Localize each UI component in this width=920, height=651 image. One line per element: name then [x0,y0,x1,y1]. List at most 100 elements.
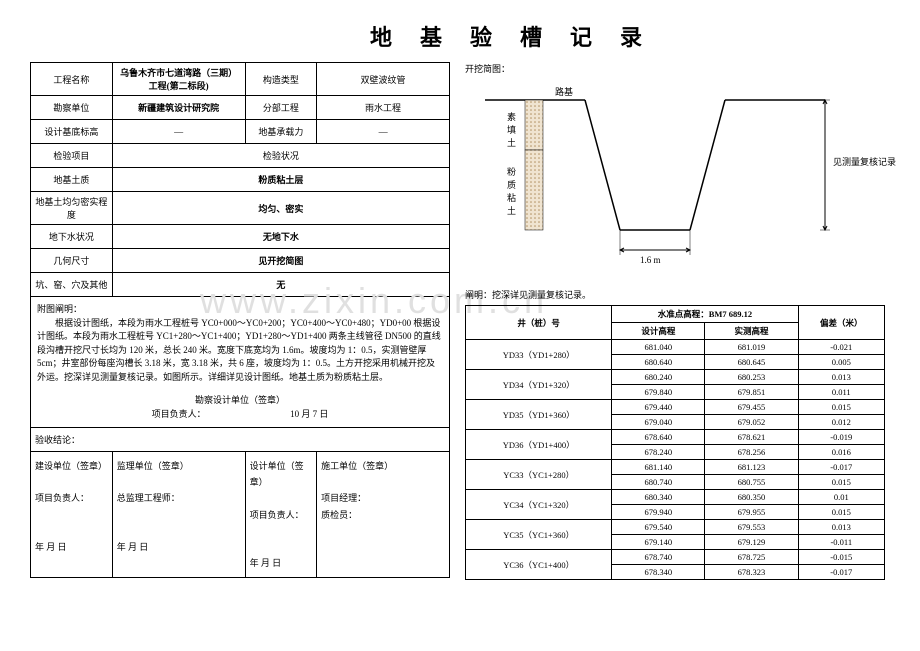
sign-r5: 质检员： [321,510,357,520]
label-water: 地下水状况 [31,225,113,249]
survey-table: 井（桩）号 水准点高程：BM7 689.12 偏差（米） 设计高程 实测高程 Y… [465,305,885,580]
cell-dev: -0.011 [798,535,884,550]
label-soil: 地基土质 [31,168,113,192]
val-survey-unit: 新疆建筑设计研究院 [112,96,245,120]
cell-design: 681.140 [612,460,705,475]
label-density: 地基土均匀密实程度 [31,192,113,225]
cell-dev: 0.013 [798,520,884,535]
val-design-base: — [112,120,245,144]
sign-date3: 年 月 日 [250,558,282,568]
cell-measured: 681.123 [705,460,798,475]
cell-design: 679.040 [612,415,705,430]
cell-design: 680.740 [612,475,705,490]
cell-design: 679.140 [612,535,705,550]
label-inspect-status: 检验状况 [112,144,449,168]
excavation-diagram: 路基 素填土 粉质粘土 1.6 m 见测量复核记录 [465,80,845,280]
cell-design: 678.740 [612,550,705,565]
cell-design: 680.240 [612,370,705,385]
table-row-id: YD33（YD1+280） [466,340,612,370]
survey-note: 阐明：挖深详见测量复核记录。 [465,288,885,301]
sign-c2: 监理单位（签章） [117,461,189,471]
sign-project-lead: 项目负责人： [152,409,206,419]
sign-c3: 设计单位（签章） [250,461,304,487]
cell-dev: 0.015 [798,400,884,415]
cell-design: 679.440 [612,400,705,415]
label-bearing: 地基承载力 [245,120,317,144]
sign-r2: 总监理工程师： [117,493,180,503]
left-panel: 工程名称 乌鲁木齐市七道湾路（三期）工程(第二标段) 构造类型 双壁波纹管 勘察… [30,62,450,580]
cell-measured: 678.323 [705,565,798,580]
label-soil1: 素填土 [507,110,519,149]
label-right-note: 见测量复核记录 [833,155,920,168]
cell-measured: 679.955 [705,505,798,520]
label-soil2: 粉质粘土 [507,165,519,217]
cell-design: 679.940 [612,505,705,520]
label-inspect-item: 检验项目 [31,144,113,168]
th-measured: 实测高程 [705,323,798,340]
cell-measured: 678.256 [705,445,798,460]
sign-date: 10 月 7 日 [290,409,328,419]
th-design: 设计高程 [612,323,705,340]
cell-measured: 680.645 [705,355,798,370]
cell-design: 678.240 [612,445,705,460]
cell-dev: 0.013 [798,370,884,385]
cell-measured: 680.755 [705,475,798,490]
table-row-id: YC36（YC1+400） [466,550,612,580]
val-soil: 粉质粘土层 [112,168,449,192]
sign-date1: 年 月 日 [35,542,67,552]
cell-measured: 681.019 [705,340,798,355]
val-project-name: 乌鲁木齐市七道湾路（三期）工程(第二标段) [112,63,245,96]
cell-measured: 680.253 [705,370,798,385]
sign-date2: 年 月 日 [117,542,149,552]
label-road: 路基 [555,85,573,98]
sign-cell-3: 设计单位（签章） 项目负责人： 年 月 日 [245,452,317,578]
label-design-base: 设计基底标高 [31,120,113,144]
cell-dev: 0.01 [798,490,884,505]
diagram-title: 开挖简图： [465,62,885,75]
val-geom: 见开挖简图 [112,249,449,273]
val-bearing: — [317,120,450,144]
cell-dev: 0.011 [798,385,884,400]
val-holes: 无 [112,273,449,297]
cell-measured: 679.129 [705,535,798,550]
main-container: 工程名称 乌鲁木齐市七道湾路（三期）工程(第二标段) 构造类型 双壁波纹管 勘察… [30,62,890,580]
cell-dev: 0.016 [798,445,884,460]
cell-dev: -0.019 [798,430,884,445]
desc-body: 根据设计图纸，本段为雨水工程桩号 YC0+000～YC0+200；YC0+400… [37,317,443,385]
label-struct-type: 构造类型 [245,63,317,96]
cell-dev: 0.012 [798,415,884,430]
table-row-id: YD35（YD1+360） [466,400,612,430]
main-info-table: 工程名称 乌鲁木齐市七道湾路（三期）工程(第二标段) 构造类型 双壁波纹管 勘察… [30,62,450,578]
cell-design: 678.640 [612,430,705,445]
sign-cell-4: 施工单位（签章） 项目经理： 质检员： [317,452,450,578]
cell-measured: 679.851 [705,385,798,400]
table-row-id: YD36（YD1+400） [466,430,612,460]
sign-c4: 施工单位（签章） [321,461,393,471]
cell-dev: -0.017 [798,565,884,580]
cell-measured: 679.455 [705,400,798,415]
table-row-id: YC35（YC1+360） [466,520,612,550]
cell-dev: -0.021 [798,340,884,355]
cell-measured: 679.553 [705,520,798,535]
val-struct-type: 双壁波纹管 [317,63,450,96]
cell-dev: -0.017 [798,460,884,475]
cell-design: 681.040 [612,340,705,355]
table-row-id: YC34（YC1+320） [466,490,612,520]
th-benchmark: 水准点高程：BM7 689.12 [612,306,798,323]
sign-r4: 项目经理： [321,493,366,503]
sign-cell-2: 监理单位（签章） 总监理工程师： 年 月 日 [112,452,245,578]
cell-measured: 678.725 [705,550,798,565]
cell-dev: 0.005 [798,355,884,370]
sign-c1: 建设单位（签章） [35,461,107,471]
cell-dev: -0.015 [798,550,884,565]
label-width: 1.6 m [640,255,661,265]
table-row-id: YD34（YD1+320） [466,370,612,400]
sign-survey-design: 勘察设计单位（签章） [195,395,285,405]
cell-design: 679.840 [612,385,705,400]
th-pile: 井（桩）号 [466,306,612,340]
cell-dev: 0.015 [798,505,884,520]
label-survey-unit: 勘察单位 [31,96,113,120]
cell-measured: 679.052 [705,415,798,430]
right-panel: 开挖简图： [465,62,885,580]
label-sub-project: 分部工程 [245,96,317,120]
